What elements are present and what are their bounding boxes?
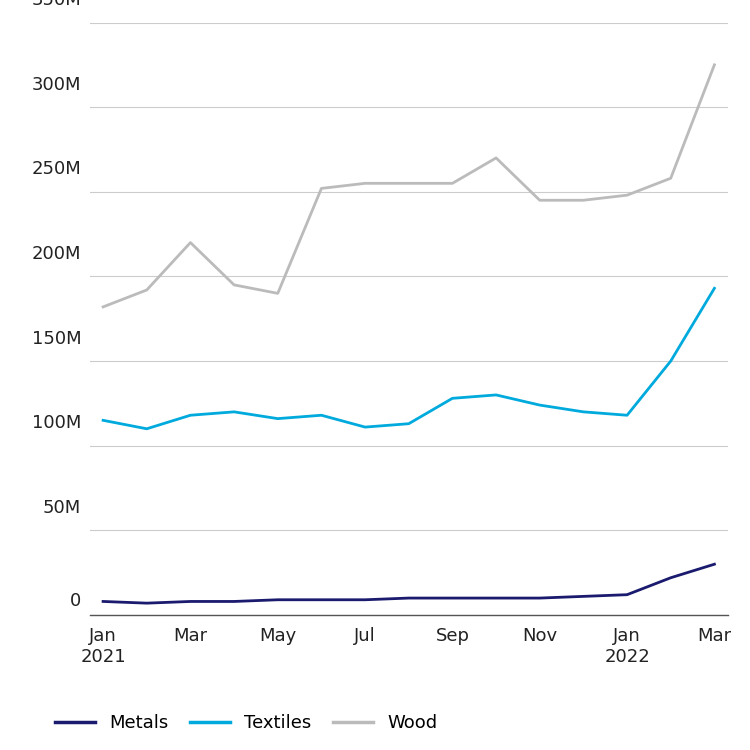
Textiles [230,407,238,416]
Legend: Metals, Textiles, Wood: Metals, Textiles, Wood [48,707,445,740]
Line: Metals: Metals [103,564,715,603]
Textiles [98,416,107,424]
Metals [317,596,326,604]
Textiles [317,411,326,420]
Metals [622,590,632,599]
Textiles [404,419,413,428]
Textiles [142,424,152,433]
Textiles [186,411,195,420]
Wood [230,280,238,290]
Metals [186,597,195,606]
Line: Wood: Wood [103,64,715,307]
Textiles [622,411,632,420]
Metals [98,597,107,606]
Metals [404,593,413,602]
Wood [622,190,632,200]
Textiles [710,284,719,292]
Wood [317,184,326,193]
Textiles [273,414,282,423]
Metals [710,560,719,568]
Metals [273,596,282,604]
Line: Textiles: Textiles [103,288,715,429]
Wood [404,178,413,188]
Wood [666,174,675,183]
Metals [230,597,238,606]
Wood [491,154,500,163]
Metals [491,593,500,602]
Text: 100M: 100M [32,414,81,432]
Text: 200M: 200M [32,245,81,263]
Textiles [361,422,370,431]
Textiles [579,407,588,416]
Wood [710,60,719,69]
Textiles [536,400,544,410]
Metals [361,596,370,604]
Wood [448,178,457,188]
Wood [579,196,588,205]
Metals [666,573,675,582]
Text: 50M: 50M [43,499,81,517]
Text: 250M: 250M [32,160,81,178]
Metals [579,592,588,601]
Wood [98,302,107,311]
Metals [448,593,457,602]
Wood [536,196,544,205]
Textiles [491,391,500,400]
Text: 150M: 150M [32,329,81,347]
Textiles [666,356,675,365]
Wood [186,238,195,247]
Metals [536,593,544,602]
Metals [142,598,152,608]
Text: 0: 0 [70,592,81,610]
Wood [361,178,370,188]
Text: 300M: 300M [32,76,81,94]
Wood [273,289,282,298]
Wood [142,286,152,295]
Textiles [448,394,457,403]
Text: 350M: 350M [32,0,81,9]
